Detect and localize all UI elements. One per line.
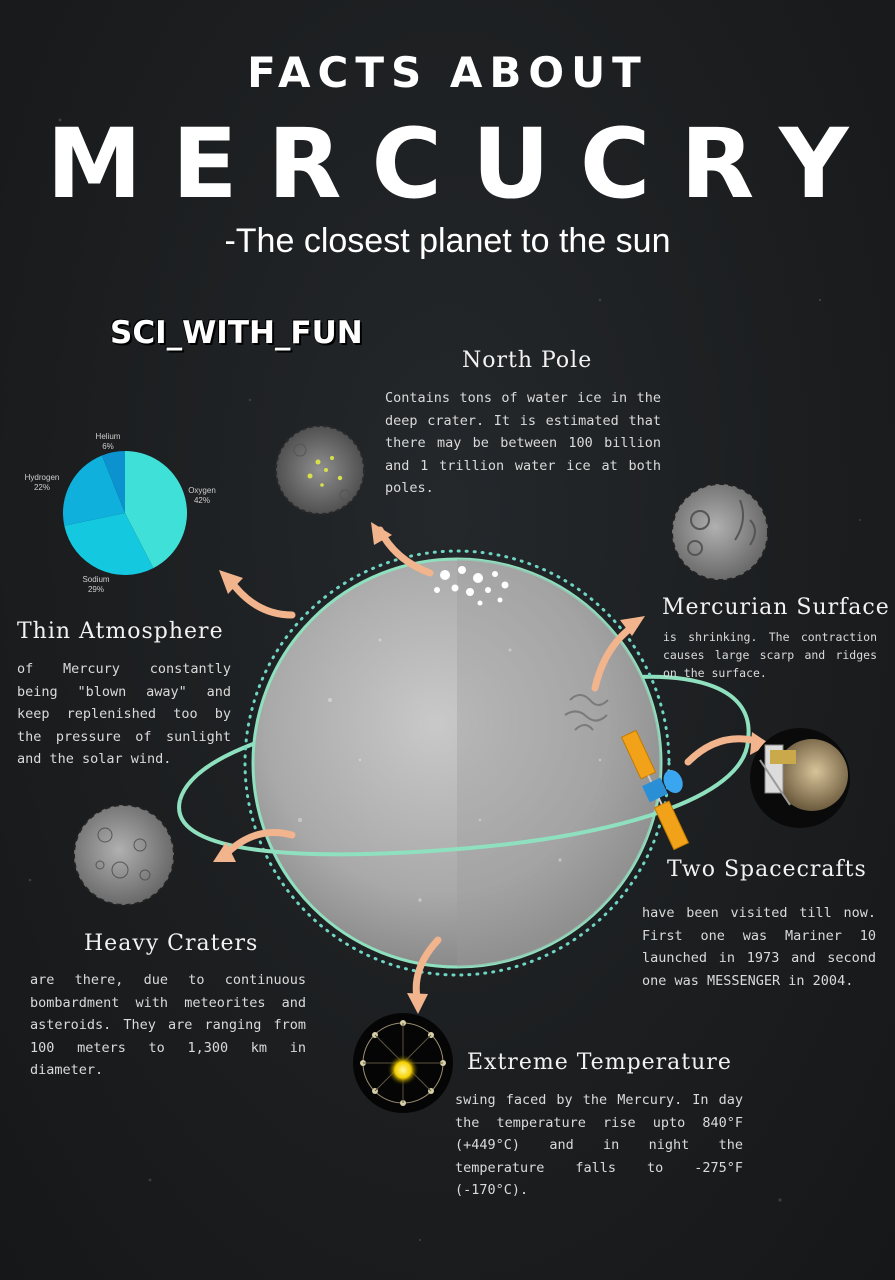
atmosphere-pie-chart [62,451,187,575]
planet-texture [298,638,602,902]
pie-slice-hydrogen [62,455,125,526]
pie-label-hydrogen-name: Hydrogen [24,473,60,482]
atmosphere-text: of Mercury constantly being "blown away"… [17,661,231,767]
temperature-text: swing faced by the Mercury. In day the t… [455,1092,743,1198]
north-pole-text: Contains tons of water ice in the deep c… [385,390,661,496]
surface-title: Mercurian Surface [662,595,890,620]
spacecrafts-title: Two Spacecrafts [667,857,867,882]
pie-label-sodium-pct: 29% [87,585,104,594]
planet-shadow-half [457,559,661,967]
pie-slice-helium [101,451,125,513]
pie-label-helium-name: Helium [95,432,121,441]
messenger-spacecraft-image [750,728,850,828]
arrow-atmosphere [226,576,296,619]
pie-label-hydrogen: Hydrogen 22% [22,473,62,493]
arrow-craters [221,829,296,859]
pie-label-oxygen-pct: 42% [193,496,210,505]
arrow-spacecrafts [684,735,764,766]
header-title: MERCUCRY [46,108,879,220]
mercurian-surface-image [671,483,769,581]
planet-dotted-halo [243,549,671,977]
north-pole-ice-spots [434,566,509,606]
mercury-planet [251,557,663,969]
watermark-text: SCI_WITH_FUN [110,315,363,351]
pie-label-helium-pct: 6% [102,442,114,451]
orbit-ring-front [177,739,750,857]
atmosphere-title: Thin Atmosphere [17,619,224,644]
surface-text: is shrinking. The contraction causes lar… [663,630,877,680]
craters-text: are there, due to continuous bombardment… [30,972,306,1078]
background-dust [28,118,861,1242]
craters-title: Heavy Craters [84,931,259,956]
arrow-heads [213,522,770,1014]
pie-label-sodium: Sodium 29% [76,575,116,595]
surface-scarp [564,694,609,731]
pie-label-oxygen: Oxygen 42% [182,486,222,506]
header-subtitle: -The closest planet to the sun [224,222,671,260]
orbiting-spacecraft-icon [620,729,690,851]
pie-label-helium: Helium 6% [90,432,126,452]
pie-label-sodium-name: Sodium [82,575,110,584]
pie-label-hydrogen-pct: 22% [33,483,50,492]
header-line-1: FACTS ABOUT [247,48,648,97]
temperature-sun-image [353,1013,453,1113]
temperature-title: Extreme Temperature [467,1050,732,1075]
heavy-craters-image [73,804,175,906]
spacecrafts-text: have been visited till now. First one wa… [642,905,876,989]
pie-slice-oxygen [125,451,187,569]
pie-label-oxygen-name: Oxygen [188,486,216,495]
north-pole-image [275,425,365,515]
north-pole-title: North Pole [462,348,593,373]
pie-slice-sodium [64,513,154,575]
